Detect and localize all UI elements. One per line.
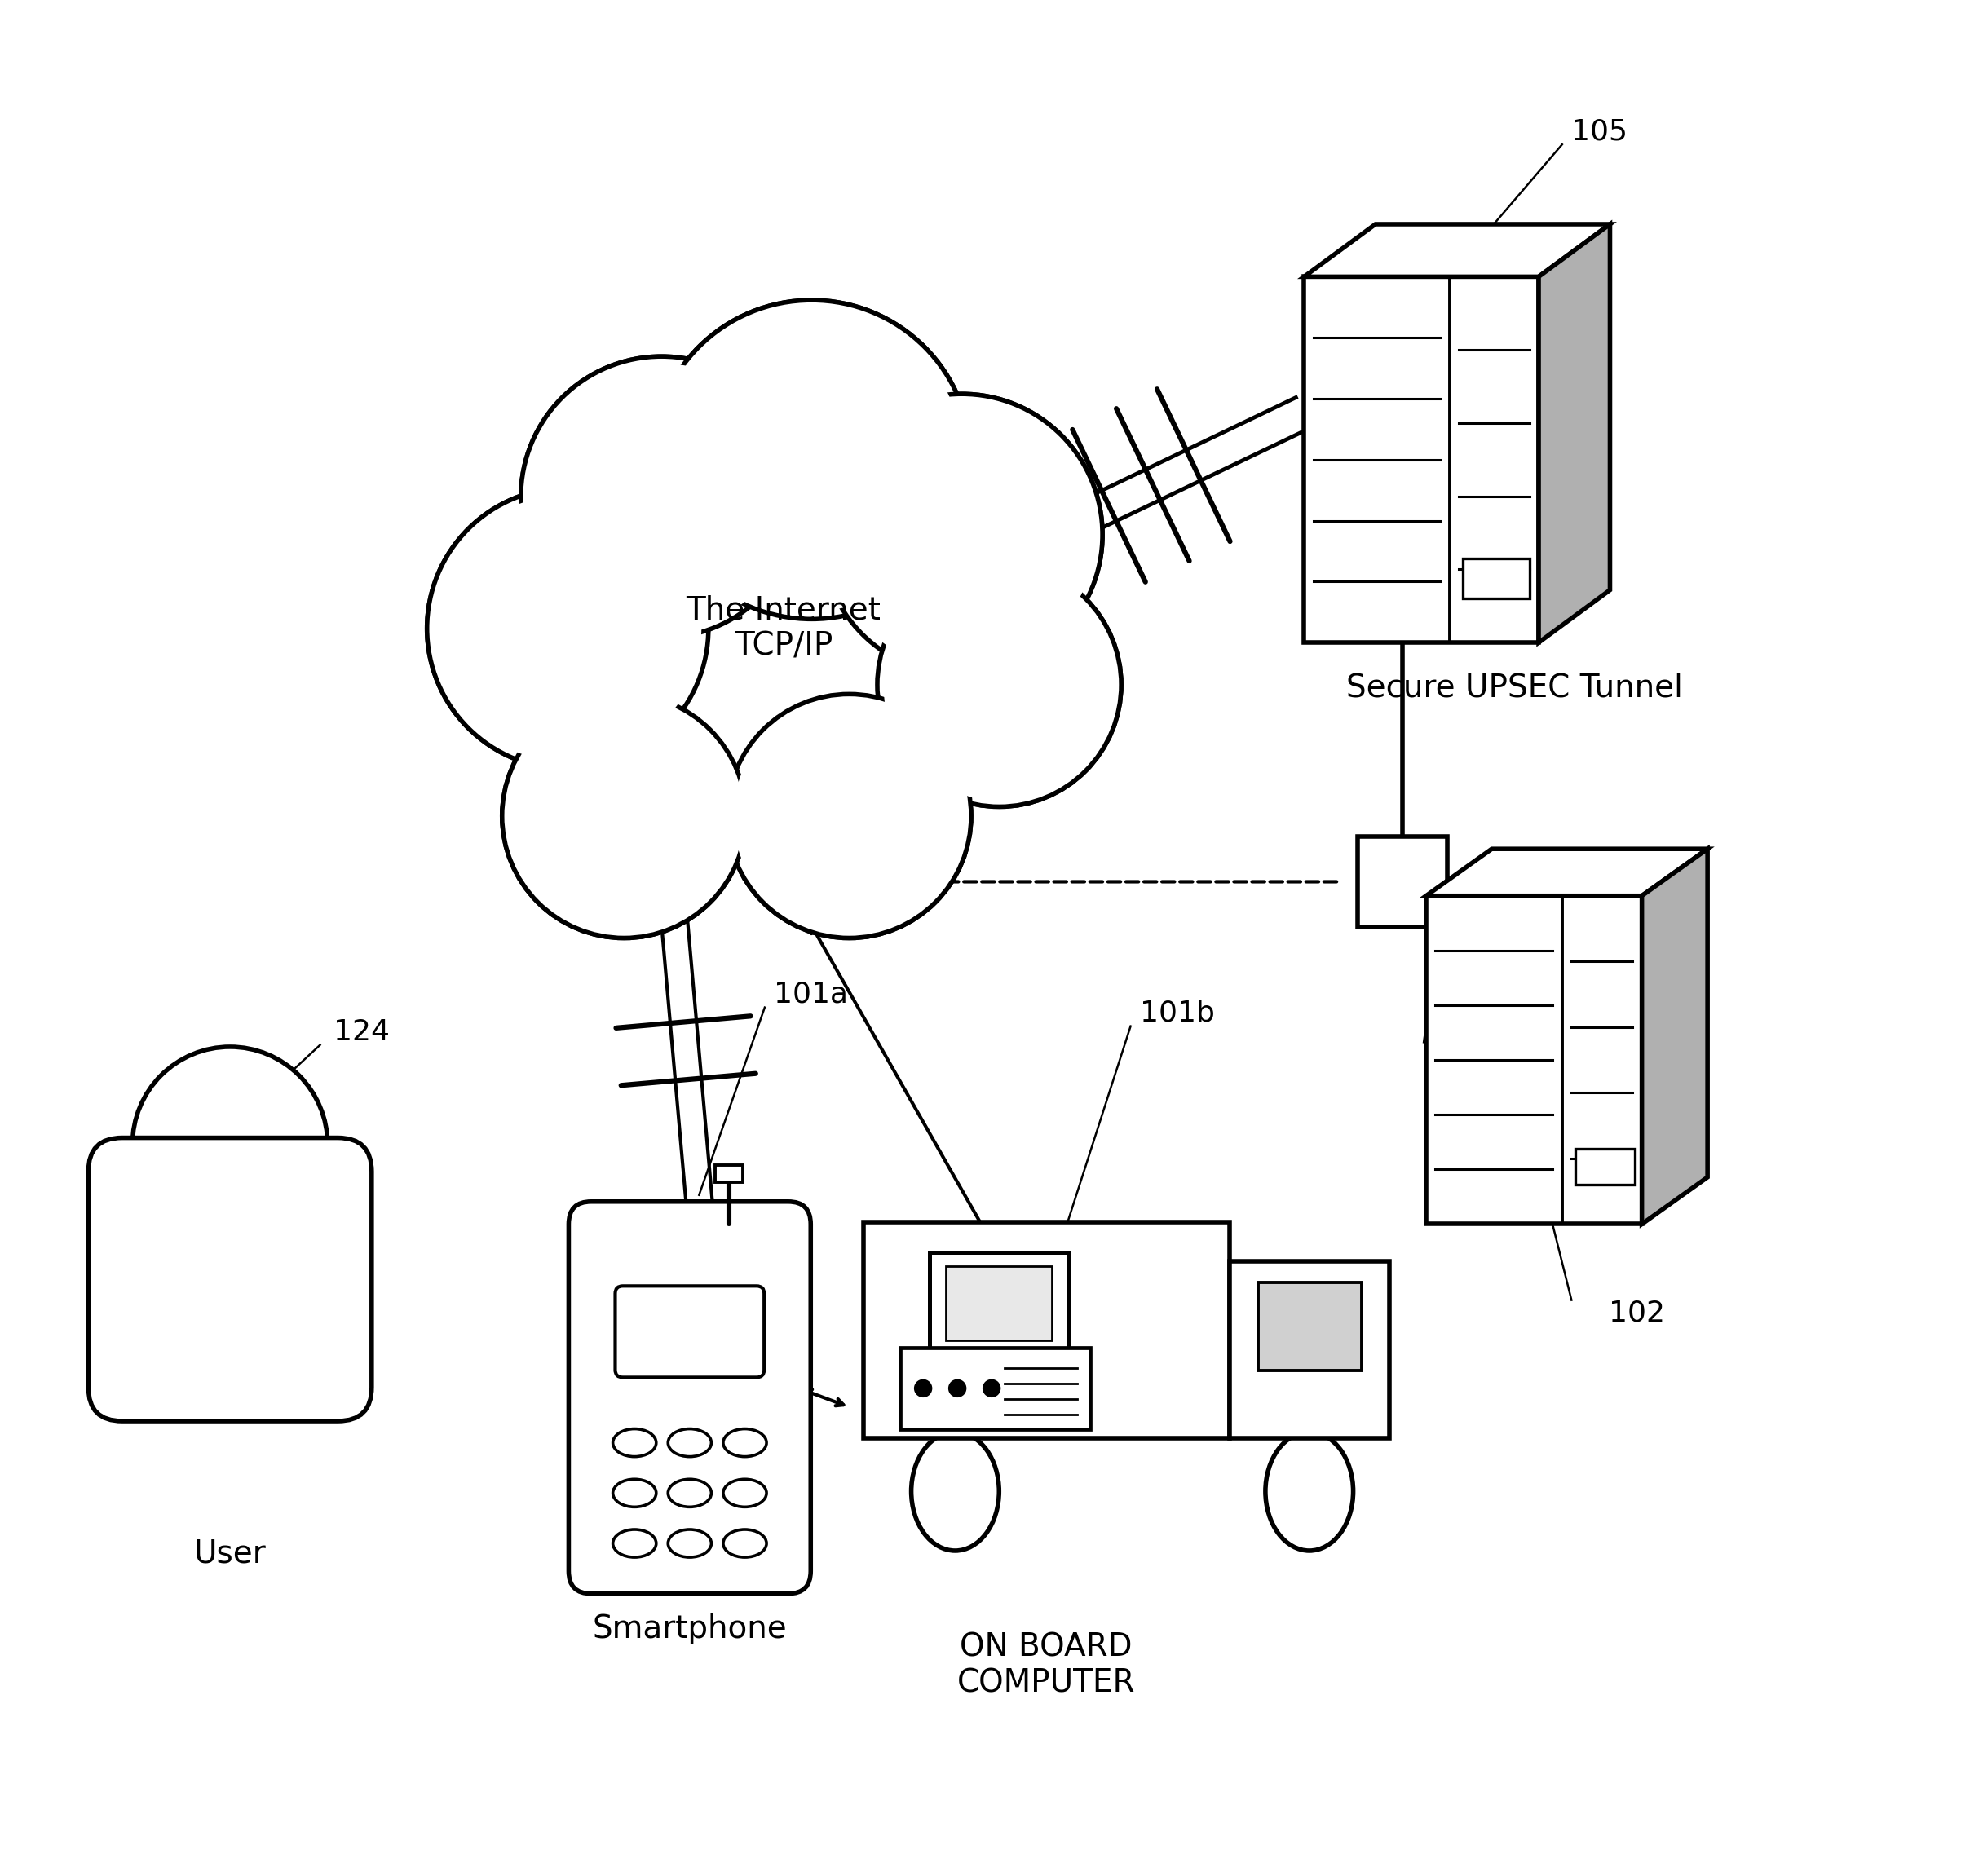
Polygon shape — [1426, 897, 1641, 1223]
Text: 101a: 101a — [775, 981, 849, 1007]
FancyBboxPatch shape — [930, 1253, 1069, 1356]
Circle shape — [528, 364, 796, 630]
Polygon shape — [1426, 850, 1708, 897]
Circle shape — [502, 694, 745, 938]
Circle shape — [728, 694, 971, 938]
FancyBboxPatch shape — [616, 1287, 765, 1377]
Polygon shape — [1304, 225, 1610, 278]
Polygon shape — [1539, 225, 1610, 643]
FancyBboxPatch shape — [88, 1137, 373, 1422]
Text: Smartphone: Smartphone — [592, 1613, 786, 1645]
FancyBboxPatch shape — [1230, 1261, 1388, 1439]
FancyBboxPatch shape — [900, 1347, 1090, 1430]
Text: Secure UPSEC Tunnel: Secure UPSEC Tunnel — [1347, 672, 1683, 704]
Circle shape — [661, 308, 963, 612]
Circle shape — [653, 300, 971, 619]
Ellipse shape — [669, 1529, 712, 1557]
Text: 124: 124 — [333, 1019, 390, 1045]
FancyBboxPatch shape — [569, 1203, 810, 1595]
FancyBboxPatch shape — [716, 1165, 743, 1182]
Polygon shape — [1304, 278, 1539, 643]
Circle shape — [828, 401, 1096, 668]
Ellipse shape — [669, 1430, 712, 1456]
Ellipse shape — [724, 1478, 767, 1506]
Circle shape — [427, 488, 708, 769]
FancyBboxPatch shape — [1575, 1148, 1635, 1186]
Circle shape — [982, 1379, 1000, 1398]
Circle shape — [512, 422, 961, 872]
Text: 105: 105 — [1571, 118, 1628, 144]
Ellipse shape — [912, 1431, 998, 1551]
Text: ON BOARD
COMPUTER: ON BOARD COMPUTER — [957, 1632, 1135, 1700]
FancyBboxPatch shape — [1357, 837, 1447, 927]
Circle shape — [502, 694, 745, 938]
Circle shape — [733, 700, 965, 932]
Ellipse shape — [614, 1430, 657, 1456]
Circle shape — [427, 488, 708, 769]
Circle shape — [522, 356, 802, 638]
Circle shape — [822, 394, 1102, 675]
Circle shape — [949, 1379, 967, 1398]
Ellipse shape — [669, 1478, 712, 1506]
Circle shape — [877, 563, 1122, 807]
Circle shape — [822, 394, 1102, 675]
Circle shape — [877, 563, 1122, 807]
Text: User: User — [194, 1538, 267, 1570]
Ellipse shape — [614, 1529, 657, 1557]
Circle shape — [882, 568, 1116, 801]
Text: 101b: 101b — [1139, 1000, 1216, 1026]
FancyBboxPatch shape — [1463, 559, 1530, 598]
Circle shape — [914, 1379, 931, 1398]
Text: 102: 102 — [1610, 1300, 1665, 1326]
Circle shape — [133, 1047, 327, 1242]
FancyBboxPatch shape — [1259, 1283, 1363, 1371]
Ellipse shape — [1265, 1431, 1353, 1551]
Ellipse shape — [724, 1430, 767, 1456]
Polygon shape — [1641, 850, 1708, 1223]
Ellipse shape — [724, 1529, 767, 1557]
Text: The Internet
TCP/IP: The Internet TCP/IP — [686, 595, 880, 662]
Circle shape — [653, 300, 971, 619]
FancyBboxPatch shape — [863, 1223, 1230, 1439]
Circle shape — [728, 694, 971, 938]
Circle shape — [433, 495, 702, 762]
FancyBboxPatch shape — [947, 1266, 1051, 1341]
Ellipse shape — [614, 1478, 657, 1506]
Circle shape — [508, 700, 739, 932]
Circle shape — [522, 356, 802, 638]
